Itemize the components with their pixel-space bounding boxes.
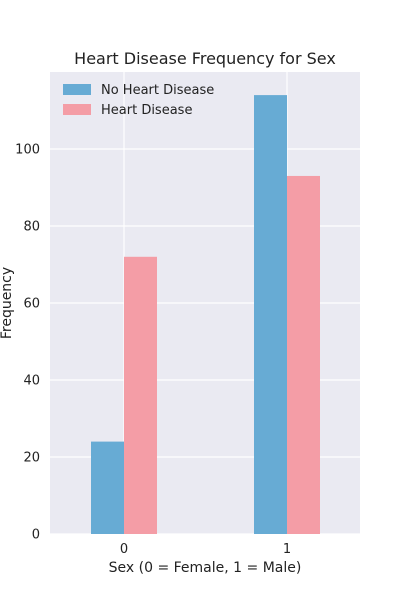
chart-title: Heart Disease Frequency for Sex [74,49,336,68]
y-tick-labels: 0 20 40 60 80 100 [15,143,40,543]
legend-label-heart-disease: Heart Disease [101,103,192,118]
legend-swatch-no-heart-disease [63,84,91,95]
y-tick-label: 0 [32,528,40,543]
x-axis-label: Sex (0 = Female, 1 = Male) [109,560,302,576]
bar-no-heart-disease-0 [91,441,124,534]
bar-heart-disease-0 [124,256,157,534]
bars [91,95,320,534]
y-tick-label: 60 [23,297,40,312]
y-axis-label: Frequency [0,267,15,339]
y-tick-label: 40 [23,374,40,389]
bar-no-heart-disease-1 [254,95,287,534]
x-tick-label: 0 [120,542,128,557]
y-tick-label: 20 [23,451,40,466]
legend: No Heart Disease Heart Disease [63,83,214,118]
x-tick-label: 1 [283,542,291,557]
legend-swatch-heart-disease [63,104,91,115]
bar-heart-disease-1 [287,175,320,534]
legend-label-no-heart-disease: No Heart Disease [101,83,214,98]
y-tick-label: 100 [15,143,40,158]
y-tick-label: 80 [23,220,40,235]
